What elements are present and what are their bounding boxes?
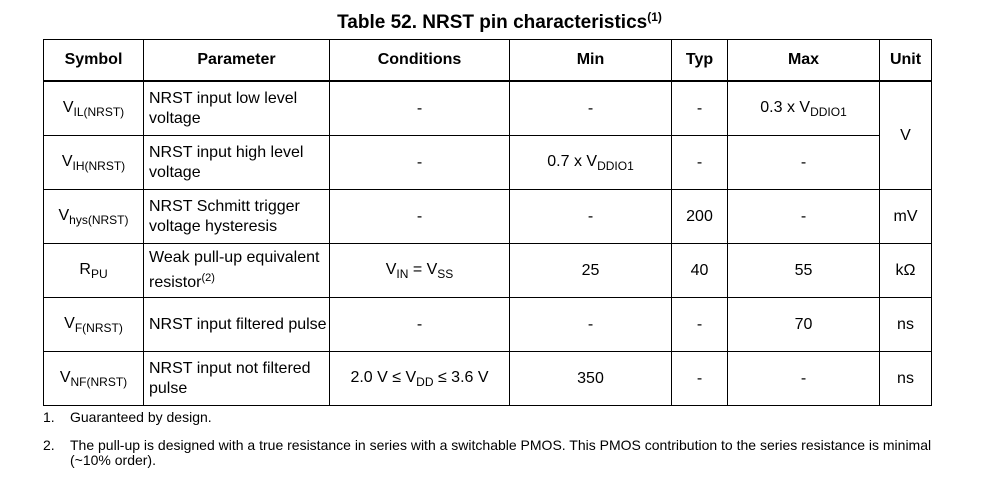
parameter-footnote-ref: (2) [201, 272, 215, 284]
symbol-cell: VNF(NRST) [43, 351, 144, 406]
min-value: 0.7 x V [547, 152, 598, 170]
cond-subscript: DD [416, 374, 434, 389]
max-cell: - [727, 351, 880, 406]
cond-post: ≤ 3.6 V [433, 368, 489, 386]
cond-operator: = [408, 260, 427, 278]
cond-a: V [385, 260, 397, 278]
header-typ: Typ [671, 39, 728, 82]
typ-cell: - [671, 351, 728, 406]
typ-cell: - [671, 297, 728, 352]
conditions-cell: 2.0 V ≤ VDD ≤ 3.6 V [329, 351, 510, 406]
table-row: VF(NRST) NRST input filtered pulse - - -… [43, 297, 932, 352]
min-cell: 25 [509, 243, 672, 298]
unit-cell: mV [879, 189, 932, 244]
footnote-item: 2. The pull-up is designed with a true r… [43, 438, 943, 468]
conditions-cell: - [329, 135, 510, 190]
table-row: Vhys(NRST) NRST Schmitt trigger voltage … [43, 189, 932, 244]
max-cell: - [727, 189, 880, 244]
min-cell: 350 [509, 351, 672, 406]
table-title: Table 52. NRST pin characteristics(1) [0, 10, 999, 34]
symbol-subscript: NF(NRST) [70, 374, 128, 389]
table-row: VNF(NRST) NRST input not filtered pulse … [43, 351, 932, 406]
symbol-subscript: F(NRST) [74, 320, 123, 335]
symbol-subscript: IH(NRST) [72, 158, 126, 173]
symbol-main: V [61, 152, 73, 170]
typ-cell: 200 [671, 189, 728, 244]
symbol-cell: VF(NRST) [43, 297, 144, 352]
table-row: RPU Weak pull-up equivalent resistor(2) … [43, 243, 932, 298]
footnotes: 1. Guaranteed by design. 2. The pull-up … [43, 410, 943, 468]
symbol-subscript: PU [90, 266, 108, 281]
max-cell: - [727, 135, 880, 190]
footnote-number: 2. [43, 437, 55, 453]
cond-a-subscript: IN [396, 266, 409, 281]
header-parameter: Parameter [143, 39, 330, 82]
cond-b-subscript: SS [437, 266, 454, 281]
max-cell: 0.3 x VDDIO1 [727, 80, 880, 136]
symbol-cell: RPU [43, 243, 144, 298]
cond-pre: 2.0 V ≤ V [350, 368, 417, 386]
symbol-subscript: hys(NRST) [69, 212, 129, 227]
unit-cell: V [879, 80, 932, 190]
footnote-text: Guaranteed by design. [70, 409, 212, 425]
header-symbol: Symbol [43, 39, 144, 82]
parameter-cell: NRST Schmitt trigger voltage hysteresis [143, 189, 330, 244]
parameter-cell: NRST input not filtered pulse [143, 351, 330, 406]
symbol-subscript: IL(NRST) [73, 104, 125, 119]
header-min: Min [509, 39, 672, 82]
unit-cell: kΩ [879, 243, 932, 298]
parameter-cell: NRST input low level voltage [143, 80, 330, 136]
conditions-cell: VIN = VSS [329, 243, 510, 298]
symbol-main: R [79, 260, 91, 278]
table-row: VIH(NRST) NRST input high level voltage … [43, 135, 932, 190]
parameter-cell: NRST input high level voltage [143, 135, 330, 190]
nrst-characteristics-table: Symbol Parameter Conditions Min Typ Max … [43, 39, 932, 406]
parameter-cell: Weak pull-up equivalent resistor(2) [143, 243, 330, 298]
symbol-main: V [58, 206, 70, 224]
conditions-cell: - [329, 189, 510, 244]
footnote-number: 1. [43, 409, 55, 425]
min-cell: - [509, 80, 672, 136]
min-cell: 0.7 x VDDIO1 [509, 135, 672, 190]
header-row: Symbol Parameter Conditions Min Typ Max … [43, 39, 932, 82]
cond-b: V [426, 260, 438, 278]
min-cell: - [509, 189, 672, 244]
parameter-cell: NRST input filtered pulse [143, 297, 330, 352]
symbol-main: V [62, 98, 74, 116]
symbol-main: V [59, 368, 71, 386]
symbol-cell: VIH(NRST) [43, 135, 144, 190]
max-cell: 55 [727, 243, 880, 298]
typ-cell: - [671, 80, 728, 136]
unit-cell: ns [879, 297, 932, 352]
min-subscript: DDIO1 [597, 158, 634, 173]
table-title-text: Table 52. NRST pin characteristics [337, 12, 648, 33]
max-subscript: DDIO1 [810, 104, 847, 119]
parameter-text: Weak pull-up equivalent resistor [149, 249, 320, 291]
footnote-item: 1. Guaranteed by design. [43, 410, 943, 425]
max-value: 0.3 x V [760, 98, 811, 116]
header-unit: Unit [879, 39, 932, 82]
typ-cell: 40 [671, 243, 728, 298]
symbol-main: V [64, 314, 75, 332]
min-cell: - [509, 297, 672, 352]
conditions-cell: - [329, 80, 510, 136]
symbol-cell: VIL(NRST) [43, 80, 144, 136]
footnote-text: The pull-up is designed with a true resi… [70, 437, 932, 468]
max-cell: 70 [727, 297, 880, 352]
header-conditions: Conditions [329, 39, 510, 82]
table-row: VIL(NRST) NRST input low level voltage -… [43, 80, 932, 190]
typ-cell: - [671, 135, 728, 190]
symbol-cell: Vhys(NRST) [43, 189, 144, 244]
conditions-cell: - [329, 297, 510, 352]
header-max: Max [727, 39, 880, 82]
title-footnote-ref: (1) [647, 10, 662, 24]
unit-cell: ns [879, 351, 932, 406]
